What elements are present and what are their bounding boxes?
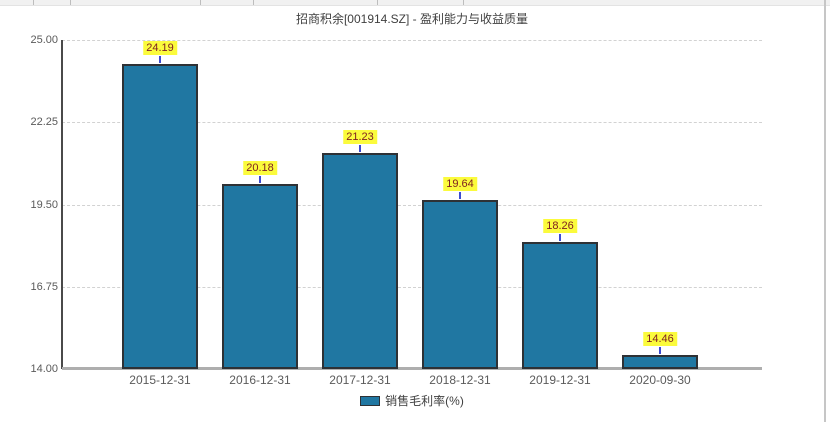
x-axis-line: [62, 367, 762, 370]
x-axis-tick-label: 2017-12-31: [329, 373, 391, 387]
window-right-border: [824, 0, 826, 422]
legend-swatch-icon: [360, 395, 381, 406]
strip-tick: [70, 0, 71, 5]
value-label-connector: [359, 144, 361, 152]
bar-value-label: 20.18: [243, 161, 277, 176]
chart-bar-2015-12-31[interactable]: [122, 64, 198, 369]
value-label-connector: [559, 233, 561, 241]
strip-tick: [377, 0, 378, 5]
bar-value-label: 14.46: [643, 332, 677, 347]
value-label-connector: [459, 192, 461, 200]
y-gridline: [62, 122, 762, 124]
bar-value-label: 18.26: [543, 218, 577, 233]
bar-value-label: 19.64: [443, 177, 477, 192]
bar-value-label: 21.23: [343, 129, 377, 144]
chart-bar-2016-12-31[interactable]: [222, 184, 298, 369]
y-axis-tick-label: 22.25: [30, 116, 58, 129]
chart-bar-2017-12-31[interactable]: [322, 152, 398, 369]
value-label-connector: [159, 56, 161, 64]
y-axis-tick-label: 16.75: [30, 280, 58, 293]
bar-value-label: 24.19: [143, 41, 177, 56]
x-axis-tick-label: 2016-12-31: [229, 373, 291, 387]
value-label-connector: [659, 347, 661, 355]
value-label-connector: [259, 176, 261, 184]
y-axis-tick-label: 25.00: [30, 34, 58, 46]
strip-tick: [33, 0, 34, 5]
y-axis-line: [61, 40, 63, 369]
x-axis-tick-label: 2020-09-30: [629, 373, 691, 387]
chart-bar-2020-09-30[interactable]: [622, 355, 698, 369]
y-gridline: [62, 40, 762, 41]
x-axis-tick-label: 2018-12-31: [429, 373, 491, 387]
chart-bar-2018-12-31[interactable]: [422, 200, 498, 369]
x-axis-tick-label: 2015-12-31: [129, 373, 191, 387]
strip-tick: [200, 0, 201, 5]
strip-tick: [463, 0, 464, 5]
y-axis-tick-label: 19.50: [30, 198, 58, 211]
legend-label: 销售毛利率(%): [385, 394, 464, 408]
legend[interactable]: 销售毛利率(%): [0, 392, 824, 409]
y-gridline: [62, 204, 762, 206]
top-app-strip: [0, 0, 830, 6]
strip-tick: [253, 0, 254, 5]
chart-bar-2019-12-31[interactable]: [522, 241, 598, 369]
chart-title: 招商积余[001914.SZ] - 盈利能力与收益质量: [295, 12, 529, 26]
y-axis-tick-label: 14.00: [30, 363, 58, 375]
y-gridline: [62, 286, 762, 288]
x-axis-tick-label: 2019-12-31: [529, 373, 591, 387]
